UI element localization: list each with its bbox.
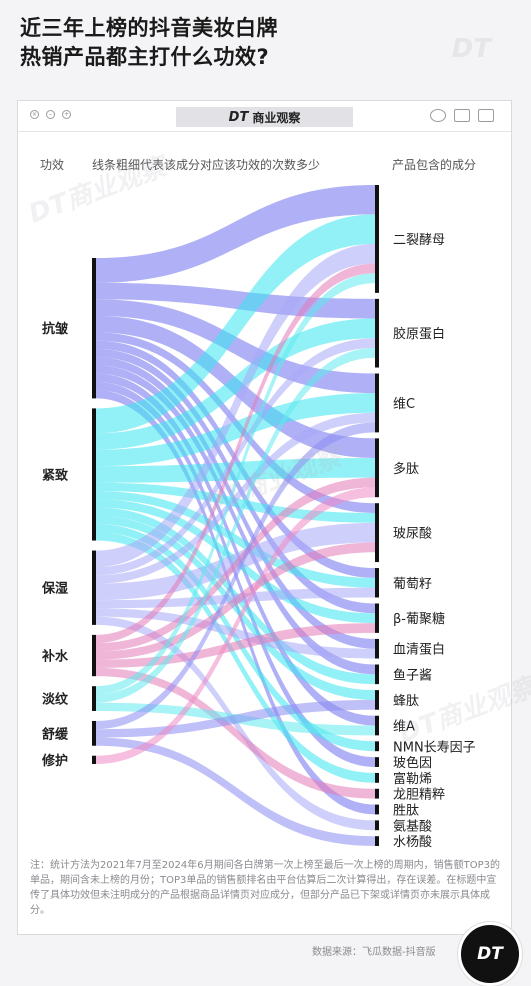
ingredient-node xyxy=(375,298,379,368)
title-line-1: 近三年上榜的抖音美妆白牌 xyxy=(20,16,278,40)
ingredient-node xyxy=(375,804,379,815)
ingredient-label: 玻尿酸 xyxy=(393,527,432,542)
close-icon[interactable]: × xyxy=(30,110,39,119)
ingredient-label: 多肽 xyxy=(393,461,419,477)
ingredient-node xyxy=(375,715,379,736)
ingredient-node xyxy=(375,638,379,659)
sankey-link xyxy=(96,608,375,659)
sankey-links xyxy=(96,185,375,846)
ingredient-node xyxy=(375,772,379,783)
ingredient-label: 血清蛋白 xyxy=(393,642,445,658)
efficacy-label: 修护 xyxy=(41,753,68,769)
ingredient-label: 氨基酸 xyxy=(393,819,432,834)
chart-window: × – + DT 商业观察 xyxy=(17,100,512,935)
share-icon[interactable] xyxy=(478,109,494,122)
sankey-link xyxy=(96,263,375,644)
ingredient-label: NMN长寿因子 xyxy=(393,740,476,755)
sankey-nodes xyxy=(92,185,379,846)
sankey-link xyxy=(96,273,375,695)
ingredient-node xyxy=(375,568,379,598)
sankey-link xyxy=(96,737,375,846)
sankey-link xyxy=(96,214,375,434)
ingredient-label: 胜肽 xyxy=(393,803,419,818)
sankey-link xyxy=(96,393,375,467)
ingredient-node xyxy=(375,664,379,685)
brand-name: 商业观察 xyxy=(252,110,301,125)
sankey-link xyxy=(96,487,375,764)
ingredient-node xyxy=(375,503,379,563)
watermark-top: DT xyxy=(451,34,491,64)
sankey-link xyxy=(96,457,375,483)
ingredient-label: 鱼子酱 xyxy=(393,667,432,683)
footnote: 注：统计方法为2021年7月至2024年6月期间各白牌第一次上榜至最后一次上榜的… xyxy=(30,860,500,916)
ingredient-label: 玻色因 xyxy=(393,755,432,771)
sankey-link xyxy=(96,515,375,700)
page-title: 近三年上榜的抖音美妆白牌 热销产品都主打什么功效? xyxy=(20,14,278,72)
ingredient-node xyxy=(375,185,379,293)
ingredient-node xyxy=(375,820,379,831)
record-icon[interactable] xyxy=(430,109,446,122)
sankey-link xyxy=(96,542,375,660)
ingredient-node xyxy=(375,788,379,799)
efficacy-node xyxy=(92,634,96,677)
window-brand: DT 商业观察 xyxy=(176,107,353,127)
ingredient-label: 胶原蛋白 xyxy=(393,326,445,342)
ingredient-label: 蜂肽 xyxy=(393,694,419,709)
efficacy-label: 抗皱 xyxy=(42,321,68,337)
efficacy-node xyxy=(92,755,96,764)
ingredient-node xyxy=(375,757,379,767)
ingredient-node xyxy=(375,603,379,633)
efficacy-node xyxy=(92,408,96,541)
efficacy-label: 紧致 xyxy=(42,467,69,483)
maximize-icon[interactable]: + xyxy=(62,110,71,119)
sankey-link xyxy=(96,477,375,652)
header-efficacy: 功效 xyxy=(40,158,65,172)
ingredient-label: β-葡聚糖 xyxy=(393,611,445,627)
efficacy-node xyxy=(92,550,96,625)
title-line-2: 热销产品都主打什么功效? xyxy=(20,45,270,69)
ingredient-node xyxy=(375,438,379,498)
efficacy-node xyxy=(92,720,96,746)
data-source: 数据来源：飞瓜数据-抖音版 xyxy=(312,947,436,958)
efficacy-label: 保湿 xyxy=(41,581,68,597)
window-titlebar: × – + DT 商业观察 xyxy=(18,101,511,132)
sankey-link xyxy=(96,422,375,730)
header-ingredient: 产品包含的成分 xyxy=(392,158,477,172)
sankey-link xyxy=(96,243,375,568)
camera-icon[interactable] xyxy=(454,109,470,122)
ingredient-label: 富勒烯 xyxy=(393,771,432,787)
ingredient-label: 二裂酵母 xyxy=(393,233,445,248)
efficacy-node xyxy=(92,258,96,399)
ingredient-label: 水杨酸 xyxy=(393,835,432,850)
dt-logo-badge: DT xyxy=(458,922,522,986)
brand-mark: DT xyxy=(228,109,249,125)
ingredient-label: 维C xyxy=(393,397,415,412)
header-legend: 线条粗细代表该成分对应该功效的次数多少 xyxy=(92,158,321,172)
ingredient-node xyxy=(375,741,379,752)
sankey-link xyxy=(96,373,375,726)
efficacy-node xyxy=(92,686,96,711)
sankey-link xyxy=(96,185,375,283)
sankey-link xyxy=(96,623,375,668)
sankey-link xyxy=(96,318,375,450)
efficacy-label: 补水 xyxy=(41,649,69,665)
minimize-icon[interactable]: – xyxy=(46,110,55,119)
efficacy-label: 淡纹 xyxy=(42,692,69,708)
sankey-link xyxy=(96,412,375,584)
ingredient-label: 龙胆精粹 xyxy=(393,788,445,803)
sankey-link xyxy=(96,347,375,703)
ingredient-label: 维A xyxy=(393,720,415,735)
ingredient-node xyxy=(375,690,379,710)
sankey-link xyxy=(96,667,375,799)
ingredient-node xyxy=(375,373,379,433)
sankey-link xyxy=(96,365,375,675)
sankey-link xyxy=(96,524,375,752)
efficacy-label: 舒缓 xyxy=(42,726,69,742)
sankey-link xyxy=(96,491,375,588)
ingredient-label: 葡萄籽 xyxy=(393,577,432,592)
ingredient-node xyxy=(375,836,379,846)
sankey-link xyxy=(96,532,375,783)
